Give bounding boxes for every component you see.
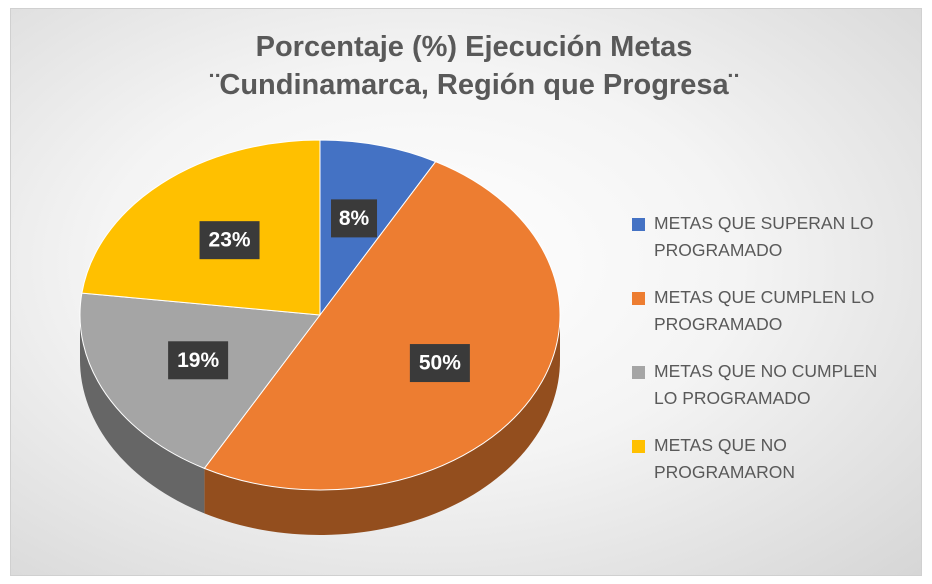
value-label: 19% (177, 349, 219, 372)
legend-swatch (632, 366, 645, 379)
chart-title: Porcentaje (%) Ejecución Metas (256, 31, 693, 63)
pie-sides (80, 315, 560, 536)
legend-label: METAS QUE NO CUMPLEN LO PROGRAMADO (654, 361, 878, 408)
pie-slice (203, 161, 561, 491)
legend-swatch (632, 440, 645, 453)
legend-swatch (632, 292, 645, 305)
chart-title: ¨Cundinamarca, Región que Progresa¨ (210, 69, 739, 101)
pie-side (80, 315, 205, 514)
legend-item: METAS QUE CUMPLEN LO PROGRAMADO (632, 284, 902, 338)
legend-item: METAS QUE NO PROGRAMARON (632, 432, 902, 486)
legend: METAS QUE SUPERAN LO PROGRAMADO METAS QUE… (632, 210, 902, 506)
value-label-box (168, 341, 229, 380)
legend-item: METAS QUE SUPERAN LO PROGRAMADO (632, 210, 902, 264)
pie-side (204, 315, 560, 536)
value-label: 8% (339, 207, 370, 230)
pie-slice (79, 292, 321, 469)
legend-label: METAS QUE SUPERAN LO PROGRAMADO (654, 213, 874, 260)
legend-label: METAS QUE CUMPLEN LO PROGRAMADO (654, 287, 875, 334)
legend-label: METAS QUE NO PROGRAMARON (654, 435, 795, 482)
value-label: 50% (419, 352, 461, 375)
value-label-box (199, 221, 260, 260)
legend-swatch (632, 218, 645, 231)
value-label: 23% (209, 229, 251, 252)
value-label-box (409, 344, 470, 383)
value-label-box (331, 199, 378, 238)
legend-item: METAS QUE NO CUMPLEN LO PROGRAMADO (632, 358, 902, 412)
value-labels: 8% 50% 19% 23% (168, 199, 470, 383)
pie-slice (319, 139, 437, 317)
pie-tops (79, 139, 561, 491)
